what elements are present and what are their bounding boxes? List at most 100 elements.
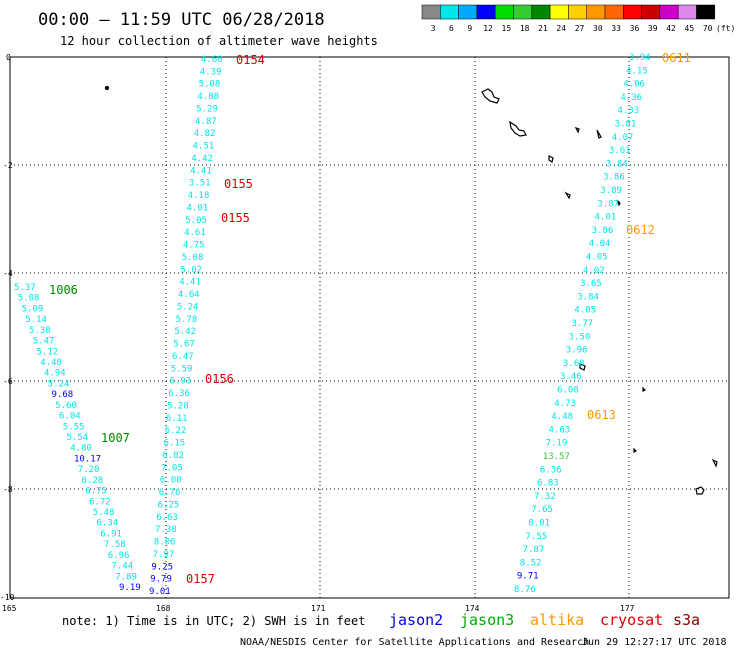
map-subtitle: 12 hour collection of altimeter wave hei… bbox=[60, 34, 378, 48]
wave-height-value: 6.15 bbox=[164, 439, 186, 449]
x-tick-174: 174 bbox=[465, 604, 480, 613]
wave-height-value: 13.57 bbox=[543, 452, 570, 462]
wave-height-value: 7.97 bbox=[153, 550, 175, 560]
wave-height-value: 5.67 bbox=[173, 340, 195, 350]
legend-label: 12 bbox=[483, 24, 493, 33]
island-5 bbox=[596, 129, 602, 139]
wave-height-value: 3.81 bbox=[615, 120, 637, 130]
wave-height-value: 4.60 bbox=[201, 55, 223, 65]
wave-height-value: 7.55 bbox=[526, 532, 548, 542]
wave-height-value: 6.36 bbox=[168, 389, 190, 399]
footer-credit: NOAA/NESDIS Center for Satellite Applica… bbox=[240, 637, 589, 648]
wave-height-value: 5.93 bbox=[170, 377, 192, 387]
wave-height-value: 4.06 bbox=[623, 80, 645, 90]
wave-height-value: 3.84 bbox=[577, 292, 599, 302]
legend-swatch bbox=[659, 4, 679, 20]
wave-height-value: 6.75 bbox=[85, 487, 107, 497]
wave-height-value: 4.41 bbox=[179, 278, 201, 288]
wave-height-value: 3.68 bbox=[563, 359, 585, 369]
legend-label: 24 bbox=[556, 24, 566, 33]
legend-swatch bbox=[531, 4, 551, 20]
wave-height-value: 4.41 bbox=[190, 166, 212, 176]
wave-height-value: 4.36 bbox=[620, 93, 642, 103]
pass-id-label: 1007 bbox=[101, 431, 130, 445]
wave-height-value: 7.65 bbox=[531, 505, 553, 515]
island-11 bbox=[633, 447, 638, 453]
wave-height-value: 5.55 bbox=[63, 422, 85, 432]
pass-id-label: 1006 bbox=[49, 283, 78, 297]
wave-height-value: 7.19 bbox=[546, 439, 568, 449]
wave-height-value: 9.25 bbox=[151, 562, 173, 572]
wave-height-value: 5.48 bbox=[93, 508, 115, 518]
satellite-cryosat: cryosat bbox=[600, 611, 663, 629]
wave-height-value: 5.78 bbox=[176, 315, 198, 325]
wave-height-value: 7.05 bbox=[161, 463, 183, 473]
wave-height-value: 6.76 bbox=[159, 488, 181, 498]
wave-height-value: 8.76 bbox=[514, 585, 536, 595]
wave-height-value: 3.84 bbox=[606, 159, 628, 169]
wave-height-value: 4.02 bbox=[583, 266, 605, 276]
legend-swatch bbox=[513, 4, 533, 20]
legend-swatch bbox=[586, 4, 606, 20]
pass-id-label: 0612 bbox=[626, 223, 655, 237]
wave-height-value: 7.32 bbox=[534, 492, 556, 502]
legend-swatch bbox=[604, 4, 624, 20]
wave-height-value: 5.28 bbox=[167, 401, 189, 411]
landmasses bbox=[104, 85, 718, 495]
wave-height-value: 6.96 bbox=[108, 551, 130, 561]
legend-swatch bbox=[476, 4, 496, 20]
x-tick-165: 165 bbox=[2, 604, 17, 613]
pass-id-label: 0613 bbox=[587, 408, 616, 422]
wave-height-value: 5.09 bbox=[22, 304, 44, 314]
pass-id-label: 0155 bbox=[221, 211, 250, 225]
wave-height-value: 5.14 bbox=[25, 315, 47, 325]
legend-swatch bbox=[623, 4, 642, 20]
x-tick-171: 171 bbox=[311, 604, 326, 613]
satellite-altika: altika bbox=[530, 611, 584, 629]
wave-height-value: 6.34 bbox=[97, 519, 119, 529]
wave-height-value: 7.58 bbox=[104, 540, 126, 550]
wave-height-value: 5.12 bbox=[37, 347, 59, 357]
wave-height-value: 5.29 bbox=[196, 105, 218, 115]
wave-height-value: 4.87 bbox=[195, 117, 217, 127]
legend-label: 70 bbox=[703, 24, 713, 33]
wave-height-value: 3.50 bbox=[569, 332, 591, 342]
wave-height-value: 4.48 bbox=[551, 412, 573, 422]
wave-height-value: 5.60 bbox=[55, 401, 77, 411]
wave-height-value: 3.65 bbox=[580, 279, 602, 289]
wave-height-value: 9.19 bbox=[119, 583, 141, 593]
wave-height-value: 6.22 bbox=[165, 426, 187, 436]
wave-height-value: 7.20 bbox=[78, 465, 100, 475]
wave-height-value: 6.00 bbox=[160, 476, 182, 486]
wave-height-value: 4.04 bbox=[589, 239, 611, 249]
legend-label: 39 bbox=[648, 24, 658, 33]
wave-height-value: 4.75 bbox=[183, 241, 205, 251]
legend-unit: (ft) bbox=[716, 24, 735, 33]
wave-height-value: 6.83 bbox=[537, 479, 559, 489]
wave-height-value: 7.89 bbox=[115, 572, 137, 582]
island-3 bbox=[509, 120, 527, 137]
wave-height-value: 3.87 bbox=[597, 199, 619, 209]
legend-swatch bbox=[458, 4, 478, 20]
wave-height-value: 5.38 bbox=[29, 326, 51, 336]
wave-height-value: 5.08 bbox=[182, 253, 204, 263]
y-tick-2: -2 bbox=[3, 161, 13, 170]
island-6 bbox=[548, 155, 554, 163]
legend-swatch bbox=[421, 4, 441, 20]
wave-height-value: 5.02 bbox=[180, 265, 202, 275]
wave-height-value: 6.91 bbox=[100, 529, 122, 539]
pass-id-label: 0157 bbox=[186, 572, 215, 586]
satellite-jason2: jason2 bbox=[389, 611, 443, 629]
wave-height-value: 6.36 bbox=[540, 465, 562, 475]
wave-height-value: 4.63 bbox=[549, 425, 571, 435]
island-10 bbox=[642, 386, 647, 392]
wave-height-value: 5.47 bbox=[33, 337, 55, 347]
wave-height-value: 5.37 bbox=[14, 283, 36, 293]
wave-height-value: 4.48 bbox=[40, 358, 62, 368]
wave-height-value: 4.73 bbox=[554, 399, 576, 409]
island-4 bbox=[574, 126, 580, 134]
x-tick-177: 177 bbox=[620, 604, 635, 613]
x-tick-168: 168 bbox=[156, 604, 171, 613]
island-8 bbox=[616, 199, 621, 207]
